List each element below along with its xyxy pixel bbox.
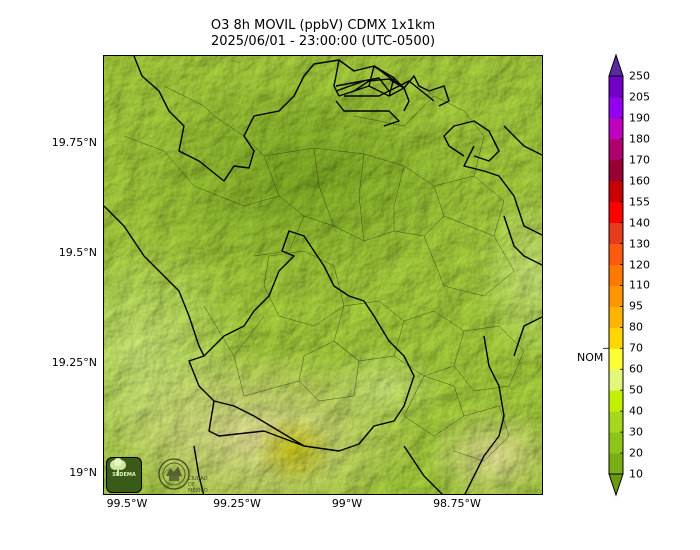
- colorbar-segment: [609, 411, 623, 433]
- colorbar-segment: [609, 327, 623, 349]
- colorbar-tick-label: 130: [629, 237, 650, 251]
- state-boundaries: [104, 56, 542, 494]
- colorbar-under-arrow: [608, 473, 624, 497]
- colorbar-segment: [609, 285, 623, 307]
- lon-label-99-25: 99.25°W: [213, 497, 261, 510]
- colorbar-tick-label: 250: [629, 69, 650, 83]
- colorbar-segment: [609, 117, 623, 140]
- colorbar-segment: [609, 369, 623, 391]
- lat-label-19-75: 19.75°N: [51, 136, 97, 149]
- colorbar-over-arrow: [608, 53, 624, 77]
- colorbar-segment: [609, 348, 623, 370]
- colorbar-segment: [609, 390, 623, 412]
- map-svg: [104, 56, 542, 494]
- colorbar-tick-label: 50: [629, 383, 643, 397]
- colorbar-segment: [609, 180, 623, 203]
- colorbar-tick-label: 205: [629, 90, 650, 104]
- lat-label-19: 19°N: [69, 466, 97, 479]
- cdmx-logo-text: CIUDAD DE MÉXICO: [188, 476, 208, 494]
- colorbar-tick-label: 95: [629, 299, 643, 313]
- lat-label-19-25: 19.25°N: [51, 356, 97, 369]
- colorbar-segment: [609, 159, 623, 182]
- lon-label-99: 99°W: [331, 497, 363, 510]
- title-line-2: 2025/06/01 - 23:00:00 (UTC-0500): [210, 34, 436, 49]
- colorbar-tick-label: 10: [629, 467, 643, 481]
- colorbar-tick-label: 110: [629, 278, 650, 292]
- colorbar-tick-label: 160: [629, 174, 650, 188]
- colorbar-tick-label: 155: [629, 195, 650, 209]
- nom-label: NOM: [577, 351, 604, 364]
- colorbar-tick-label: 180: [629, 132, 650, 146]
- colorbar-segment: [609, 453, 623, 475]
- colorbar-tick-label: 70: [629, 341, 643, 355]
- colorbar-segment: [609, 76, 623, 98]
- colorbar-tick-label: 20: [629, 446, 643, 460]
- colorbar-tick-label: 140: [629, 216, 650, 230]
- colorbar-segment: [609, 138, 623, 161]
- municipal-boundaries: [123, 85, 525, 462]
- lon-label-99-5: 99.5°W: [106, 497, 148, 510]
- lat-label-19-5: 19.5°N: [58, 246, 97, 259]
- map-title: O3 8h MOVIL (ppbV) CDMX 1x1km 2025/06/01…: [103, 18, 543, 50]
- cdmx-seal-icon: [158, 458, 190, 490]
- sedema-logo: SEDEMA: [106, 457, 142, 493]
- colorbar-tick-label: 190: [629, 111, 650, 125]
- colorbar-tick-label: 80: [629, 320, 643, 334]
- colorbar-tick-label: 60: [629, 362, 643, 376]
- cdmx-logo: CIUDAD DE MÉXICO: [156, 456, 212, 494]
- colorbar-segment: [609, 264, 623, 286]
- colorbar-segment: [609, 222, 623, 245]
- colorbar-tick-label: 40: [629, 404, 643, 418]
- colorbar-segment: [609, 432, 623, 454]
- title-line-1: O3 8h MOVIL (ppbV) CDMX 1x1km: [210, 18, 436, 33]
- colorbar: [603, 53, 624, 497]
- terrain-layer: [104, 56, 542, 494]
- colorbar-tick-label: 30: [629, 425, 643, 439]
- sedema-logo-text: SEDEMA: [112, 472, 136, 478]
- colorbar-segment: [609, 96, 623, 119]
- colorbar-tick-label: 120: [629, 258, 650, 272]
- tree-icon: [110, 458, 126, 475]
- lon-label-98-75: 98.75°W: [433, 497, 481, 510]
- colorbar-segment: [609, 306, 623, 328]
- colorbar-segment: [609, 243, 623, 266]
- colorbar-segment: [609, 201, 623, 224]
- colorbar-outline: [608, 75, 624, 475]
- colorbar-tick-label: 170: [629, 153, 650, 167]
- ozone-map: SEDEMA CIUDAD DE MÉXICO: [103, 55, 543, 495]
